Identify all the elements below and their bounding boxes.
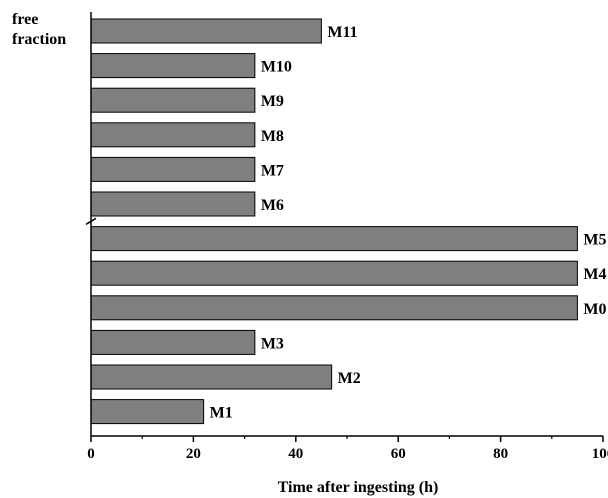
bar-label-m9: M9 xyxy=(261,93,284,110)
bar-m6 xyxy=(90,191,256,217)
x-tick-label-80: 80 xyxy=(493,446,508,462)
x-tick-label-20: 20 xyxy=(186,446,201,462)
x-tick-label-100: 100 xyxy=(592,446,608,462)
bar-label-m3: M3 xyxy=(261,335,284,352)
x-tick-label-60: 60 xyxy=(391,446,406,462)
free-fraction-note: free fraction xyxy=(12,10,66,50)
bars-layer: M11 M10 M9 M8 M7 M6 M5 M4 M0 M3 M2 M1 xyxy=(90,18,607,425)
x-tick-label-40: 40 xyxy=(288,446,303,462)
bar-m7 xyxy=(90,156,256,182)
bar-label-m4: M4 xyxy=(583,266,606,283)
bar-label-m10: M10 xyxy=(261,59,292,76)
bar-label-m2: M2 xyxy=(338,370,361,387)
bar-m3 xyxy=(90,329,256,355)
bar-m0 xyxy=(90,295,578,321)
bar-m11 xyxy=(90,18,322,44)
annotation-line-1: free xyxy=(12,11,39,28)
axis-break-mark xyxy=(85,217,97,225)
annotation-line-2: fraction xyxy=(12,31,67,48)
bar-m10 xyxy=(90,53,256,79)
bar-label-m0: M0 xyxy=(583,301,606,318)
bar-label-m7: M7 xyxy=(261,162,284,179)
bar-m2 xyxy=(90,364,333,390)
bar-m1 xyxy=(90,399,205,425)
bar-label-m6: M6 xyxy=(261,197,284,214)
axes-layer: 0 20 40 60 80 100 xyxy=(85,12,608,462)
x-axis-label: Time after ingesting (h) xyxy=(278,479,439,496)
bar-label-m8: M8 xyxy=(261,128,284,145)
bar-m8 xyxy=(90,122,256,148)
bar-m4 xyxy=(90,260,578,286)
bar-m9 xyxy=(90,87,256,113)
bar-label-m11: M11 xyxy=(327,24,357,41)
bar-label-m5: M5 xyxy=(583,232,606,249)
bar-m5 xyxy=(90,226,578,252)
x-tick-label-0: 0 xyxy=(87,446,95,462)
bar-label-m1: M1 xyxy=(210,405,233,422)
